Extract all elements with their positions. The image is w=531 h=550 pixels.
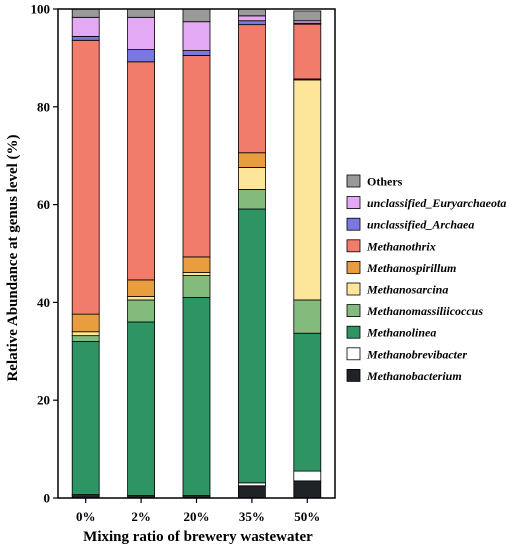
bar-segment-methanothrix-20 bbox=[182, 55, 211, 258]
legend-item-methanothrix: Methanothrix bbox=[346, 239, 436, 253]
bar-segment-methanobacterium-50 bbox=[293, 480, 322, 499]
y-axis-title: Relative Abundance at genus level (%) bbox=[5, 134, 21, 381]
legend-swatch bbox=[346, 217, 361, 231]
bar-segment-methanobrevibacter-35 bbox=[237, 482, 266, 487]
legend-item-methanolinea: Methanolinea bbox=[346, 325, 436, 340]
y-tick-label: 0 bbox=[44, 491, 51, 506]
bar-segment-others-2 bbox=[127, 8, 155, 18]
bar-stack-50 bbox=[293, 10, 322, 499]
y-tick-label: 60 bbox=[37, 197, 50, 212]
x-tick-label: 35% bbox=[239, 509, 265, 524]
y-axis: 0 20 40 60 80 100 bbox=[31, 2, 58, 506]
bar-segment-methanosarcina-35 bbox=[237, 167, 266, 190]
bar-segment-methanobrevibacter-50 bbox=[293, 470, 322, 482]
bar-segment-methanomassiliicoccus-2 bbox=[127, 299, 155, 323]
legend-swatch bbox=[346, 282, 361, 296]
x-tick-label: 20% bbox=[184, 509, 210, 524]
bar-segment-methanothrix-0 bbox=[71, 39, 100, 315]
bar-stack-2 bbox=[127, 8, 155, 499]
bar-segment-methanothrix-35 bbox=[237, 24, 266, 154]
y-tick-label: 20 bbox=[37, 393, 50, 408]
bar-segment-methanobacterium-35 bbox=[237, 485, 266, 499]
legend-label: Methanothrix bbox=[366, 239, 436, 253]
bar-segment-unclassified-euryarchaeota-2 bbox=[127, 16, 155, 50]
bar-segment-others-35 bbox=[237, 8, 266, 17]
y-tick-label: 100 bbox=[31, 2, 51, 17]
bar-stack-0 bbox=[71, 8, 100, 499]
bar-segment-methanolinea-2 bbox=[127, 321, 155, 496]
bar-segment-methanosarcina-2 bbox=[127, 296, 155, 301]
bar-stack-20 bbox=[182, 8, 211, 499]
bar-segment-unclassified-archaea-2 bbox=[127, 49, 155, 63]
x-axis: 0% 2% 20% 35% 50% bbox=[76, 498, 320, 524]
bar-segment-methanospirillum-20 bbox=[182, 256, 211, 273]
legend-swatch bbox=[346, 196, 361, 210]
legend-item-others: Others bbox=[346, 174, 403, 189]
legend-label: Others bbox=[367, 175, 403, 189]
bar-segment-methanosarcina-20 bbox=[182, 272, 211, 276]
x-tick-label: 2% bbox=[131, 509, 151, 524]
legend: Others unclassified_Euryarchaeota unclassi… bbox=[346, 174, 506, 383]
y-tick-label: 40 bbox=[37, 295, 50, 310]
bar-segment-methanomassiliicoccus-0 bbox=[71, 335, 100, 342]
bar-segment-methanospirillum-2 bbox=[127, 279, 155, 297]
bar-segment-methanolinea-50 bbox=[293, 332, 322, 472]
x-axis-title: Mixing ratio of brewery wastewater bbox=[83, 529, 313, 545]
bar-segment-methanothrix-50 bbox=[293, 23, 322, 80]
legend-item-methanobacterium: Methanobacterium bbox=[346, 368, 462, 383]
legend-label: unclassified_Archaea bbox=[367, 218, 474, 232]
legend-item-unclassified-archaea: unclassified_Archaea bbox=[346, 217, 474, 232]
bar-segment-methanomassiliicoccus-20 bbox=[182, 275, 211, 298]
legend-label: Methanolinea bbox=[366, 326, 436, 340]
legend-swatch bbox=[346, 239, 361, 253]
legend-swatch bbox=[346, 304, 361, 318]
bar-segment-unclassified-archaea-35 bbox=[237, 20, 266, 26]
legend-label: Methanobacterium bbox=[366, 369, 462, 383]
bar-stack-35 bbox=[237, 8, 266, 499]
x-tick-label: 0% bbox=[76, 509, 96, 524]
legend-item-methanobrevibacter: Methanobrevibacter bbox=[346, 347, 467, 361]
legend-label: Methanosarcina bbox=[366, 283, 448, 297]
bar-segment-methanospirillum-0 bbox=[71, 313, 100, 333]
bar-segment-unclassified-euryarchaeota-20 bbox=[182, 21, 211, 51]
legend-swatch bbox=[346, 325, 361, 339]
bar-segment-methanolinea-35 bbox=[237, 208, 266, 484]
legend-label: unclassified_Euryarchaeota bbox=[367, 196, 506, 210]
x-tick-label: 50% bbox=[294, 509, 320, 524]
bar-segment-unclassified-archaea-20 bbox=[182, 50, 211, 56]
legend-swatch bbox=[346, 347, 361, 361]
bar-segment-others-20 bbox=[182, 8, 211, 23]
bar-segment-methanolinea-20 bbox=[182, 297, 211, 496]
bar-segment-unclassified-archaea-0 bbox=[71, 35, 100, 41]
legend-item-methanospirillum: Methanospirillum bbox=[346, 260, 456, 275]
bar-segment-methanospirillum-35 bbox=[237, 152, 266, 168]
bars-layer bbox=[71, 8, 322, 499]
legend-label: Methanomassiliicoccus bbox=[366, 304, 483, 318]
legend-item-methanosarcina: Methanosarcina bbox=[346, 282, 448, 297]
bar-segment-others-50 bbox=[293, 10, 322, 22]
bar-segment-methanosarcina-0 bbox=[71, 331, 100, 337]
legend-item-unclassified-euryarchaeota: unclassified_Euryarchaeota bbox=[346, 196, 506, 210]
bar-segment-unclassified-euryarchaeota-0 bbox=[71, 16, 100, 37]
bar-segment-unclassified-euryarchaeota-35 bbox=[237, 15, 266, 22]
bar-segment-methanomassiliicoccus-35 bbox=[237, 189, 266, 210]
bar-segment-methanolinea-0 bbox=[71, 341, 100, 495]
legend-swatch bbox=[346, 368, 361, 382]
legend-label: Methanospirillum bbox=[366, 261, 456, 275]
legend-label: Methanobrevibacter bbox=[366, 347, 467, 361]
legend-item-methanomassiliicoccus: Methanomassiliicoccus bbox=[346, 304, 483, 318]
bar-segment-methanomassiliicoccus-50 bbox=[293, 299, 322, 334]
legend-swatch bbox=[346, 260, 361, 274]
legend-swatch bbox=[346, 174, 361, 188]
bar-segment-others-0 bbox=[71, 8, 100, 18]
bar-segment-methanosarcina-50 bbox=[293, 79, 322, 301]
bar-segment-methanothrix-2 bbox=[127, 61, 155, 281]
y-tick-label: 80 bbox=[37, 99, 50, 114]
